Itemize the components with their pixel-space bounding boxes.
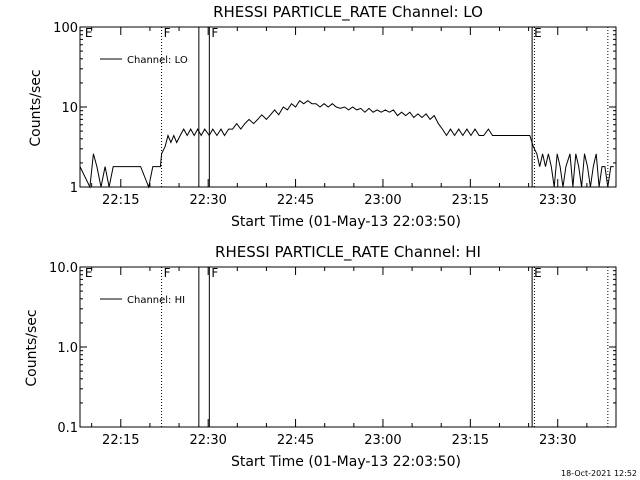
x-tick-label: 22:15 [102, 193, 139, 208]
y-tick-label: 100 [53, 21, 78, 36]
x-tick-label: 23:15 [452, 433, 489, 448]
legend: Channel: HI [100, 295, 185, 306]
event-marker-label: F [164, 266, 171, 280]
series-layer [79, 99, 614, 189]
x-axis-label: Start Time (01-May-13 22:03:50) [231, 454, 461, 470]
tick-layer: 1 10 100 22:15 22:30 22:45 23:00 23:15 23:30 [53, 21, 617, 208]
event-marker-label: E [85, 26, 93, 40]
x-tick-label: 22:30 [189, 433, 226, 448]
chart-title: RHESSI PARTICLE_RATE Channel: HI [215, 243, 481, 262]
x-tick-label: 23:30 [539, 193, 576, 208]
x-tick-label: 22:30 [189, 193, 226, 208]
series-line [79, 99, 614, 189]
chart-title: RHESSI PARTICLE_RATE Channel: LO [213, 3, 483, 22]
panel-lo: RHESSI PARTICLE_RATE Channel: LO Counts/… [28, 3, 617, 230]
legend-label: Channel: HI [127, 295, 185, 306]
x-tick-label: 23:00 [364, 193, 401, 208]
timestamp: 18-Oct-2021 12:52 [561, 469, 637, 478]
event-marker-label: E [85, 266, 93, 280]
y-axis-label: Counts/sec [28, 69, 44, 146]
y-tick-label: 1 [70, 181, 78, 196]
x-tick-label: 23:00 [364, 433, 401, 448]
x-tick-label: 23:15 [452, 193, 489, 208]
x-tick-label: 22:45 [277, 193, 314, 208]
x-tick-label: 22:15 [102, 433, 139, 448]
x-axis-label: Start Time (01-May-13 22:03:50) [231, 214, 461, 230]
x-tick-label: 23:30 [539, 433, 576, 448]
event-marker-label: F [164, 26, 171, 40]
tick-layer: 0.1 1.0 10.0 22:15 22:30 22:45 23:00 23:15 23:30 [49, 261, 617, 448]
x-tick-label: 22:45 [277, 433, 314, 448]
y-tick-label: 10.0 [49, 261, 78, 276]
event-marker-label: F [211, 26, 218, 40]
y-axis-label: Counts/sec [24, 309, 40, 386]
event-marker-label: E [534, 266, 542, 280]
legend: Channel: LO [100, 55, 188, 66]
event-marker-label: F [211, 266, 218, 280]
y-tick-label: 0.1 [57, 421, 78, 436]
event-marker-label: E [534, 26, 542, 40]
y-tick-label: 10 [61, 101, 78, 116]
y-tick-label: 1.0 [57, 341, 78, 356]
panel-hi: RHESSI PARTICLE_RATE Channel: HI Counts/… [24, 243, 617, 470]
legend-label: Channel: LO [127, 55, 188, 66]
